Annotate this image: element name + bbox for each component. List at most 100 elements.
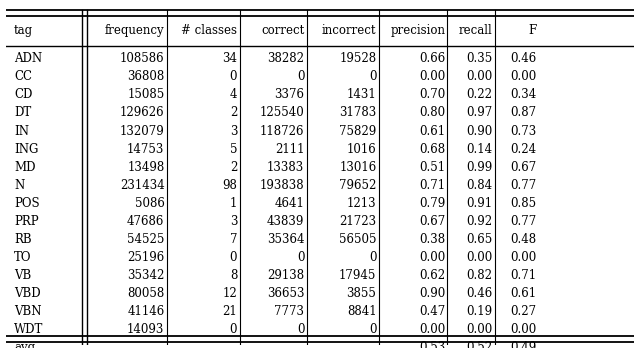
Text: 3: 3 (230, 125, 237, 137)
Text: 0: 0 (297, 323, 305, 337)
Text: 29138: 29138 (267, 269, 305, 282)
Text: VB: VB (14, 269, 31, 282)
Text: 34: 34 (222, 52, 237, 65)
Text: 0.71: 0.71 (510, 269, 536, 282)
Text: 0.62: 0.62 (419, 269, 445, 282)
Text: 0: 0 (297, 251, 305, 264)
Text: 0.00: 0.00 (419, 323, 445, 337)
Text: 0.92: 0.92 (467, 215, 493, 228)
Text: 0.19: 0.19 (467, 305, 493, 318)
Text: VBD: VBD (14, 287, 40, 300)
Text: 1: 1 (230, 197, 237, 210)
Text: VBN: VBN (14, 305, 42, 318)
Text: 118726: 118726 (260, 125, 305, 137)
Text: 0.00: 0.00 (419, 251, 445, 264)
Text: 2111: 2111 (275, 143, 305, 156)
Text: 0.52: 0.52 (467, 341, 493, 348)
Text: 0.00: 0.00 (510, 251, 536, 264)
Text: 3855: 3855 (347, 287, 376, 300)
Text: 0.47: 0.47 (419, 305, 445, 318)
Text: frequency: frequency (105, 24, 164, 37)
Text: 35364: 35364 (267, 233, 305, 246)
Text: 0.00: 0.00 (466, 323, 493, 337)
Text: TO: TO (14, 251, 31, 264)
Text: 0.00: 0.00 (419, 70, 445, 83)
Text: 14093: 14093 (127, 323, 164, 337)
Text: 0.91: 0.91 (467, 197, 493, 210)
Text: 7773: 7773 (275, 305, 305, 318)
Text: 15085: 15085 (127, 88, 164, 101)
Text: 4: 4 (230, 88, 237, 101)
Text: 0.90: 0.90 (419, 287, 445, 300)
Text: RB: RB (14, 233, 31, 246)
Text: MD: MD (14, 161, 35, 174)
Text: 36653: 36653 (267, 287, 305, 300)
Text: 0.46: 0.46 (510, 52, 536, 65)
Text: 0.68: 0.68 (419, 143, 445, 156)
Text: 1016: 1016 (347, 143, 376, 156)
Text: 41146: 41146 (127, 305, 164, 318)
Text: 0.65: 0.65 (466, 233, 493, 246)
Text: # classes: # classes (181, 24, 237, 37)
Text: 231434: 231434 (120, 179, 164, 192)
Text: 1431: 1431 (347, 88, 376, 101)
Text: 0.49: 0.49 (510, 341, 536, 348)
Text: N: N (14, 179, 24, 192)
Text: 0.80: 0.80 (419, 106, 445, 119)
Text: 0.97: 0.97 (466, 106, 493, 119)
Text: F: F (528, 24, 536, 37)
Text: 1213: 1213 (347, 197, 376, 210)
Text: 0.66: 0.66 (419, 52, 445, 65)
Text: CD: CD (14, 88, 32, 101)
Text: 36808: 36808 (127, 70, 164, 83)
Text: 4641: 4641 (275, 197, 305, 210)
Text: 0.24: 0.24 (510, 143, 536, 156)
Text: DT: DT (14, 106, 31, 119)
Text: 54525: 54525 (127, 233, 164, 246)
Text: 129626: 129626 (120, 106, 164, 119)
Text: 0.87: 0.87 (510, 106, 536, 119)
Text: incorrect: incorrect (322, 24, 376, 37)
Text: ADN: ADN (14, 52, 42, 65)
Text: 0: 0 (297, 70, 305, 83)
Text: 0: 0 (230, 70, 237, 83)
Text: 0.84: 0.84 (467, 179, 493, 192)
Text: 0.99: 0.99 (466, 161, 493, 174)
Text: 13016: 13016 (339, 161, 376, 174)
Text: 0.00: 0.00 (466, 70, 493, 83)
Text: 43839: 43839 (267, 215, 305, 228)
Text: POS: POS (14, 197, 40, 210)
Text: 0.00: 0.00 (466, 251, 493, 264)
Text: avg.: avg. (14, 341, 39, 348)
Text: 21723: 21723 (339, 215, 376, 228)
Text: 0.77: 0.77 (510, 215, 536, 228)
Text: 0.90: 0.90 (466, 125, 493, 137)
Text: 7: 7 (230, 233, 237, 246)
Text: 3: 3 (230, 215, 237, 228)
Text: 0.53: 0.53 (419, 341, 445, 348)
Text: 75829: 75829 (339, 125, 376, 137)
Text: 0: 0 (230, 323, 237, 337)
Text: 17945: 17945 (339, 269, 376, 282)
Text: 0.51: 0.51 (419, 161, 445, 174)
Text: 0.77: 0.77 (510, 179, 536, 192)
Text: 0.67: 0.67 (510, 161, 536, 174)
Text: 14753: 14753 (127, 143, 164, 156)
Text: 0: 0 (369, 251, 376, 264)
Text: 98: 98 (222, 179, 237, 192)
Text: 25196: 25196 (127, 251, 164, 264)
Text: 0: 0 (369, 70, 376, 83)
Text: 0.38: 0.38 (419, 233, 445, 246)
Text: 0.61: 0.61 (419, 125, 445, 137)
Text: 0.70: 0.70 (419, 88, 445, 101)
Text: 125540: 125540 (260, 106, 305, 119)
Text: 56505: 56505 (339, 233, 376, 246)
Text: 0.34: 0.34 (510, 88, 536, 101)
Text: 19528: 19528 (339, 52, 376, 65)
Text: 0.00: 0.00 (510, 323, 536, 337)
Text: precision: precision (390, 24, 445, 37)
Text: CC: CC (14, 70, 32, 83)
Text: PRP: PRP (14, 215, 38, 228)
Text: 47686: 47686 (127, 215, 164, 228)
Text: 35342: 35342 (127, 269, 164, 282)
